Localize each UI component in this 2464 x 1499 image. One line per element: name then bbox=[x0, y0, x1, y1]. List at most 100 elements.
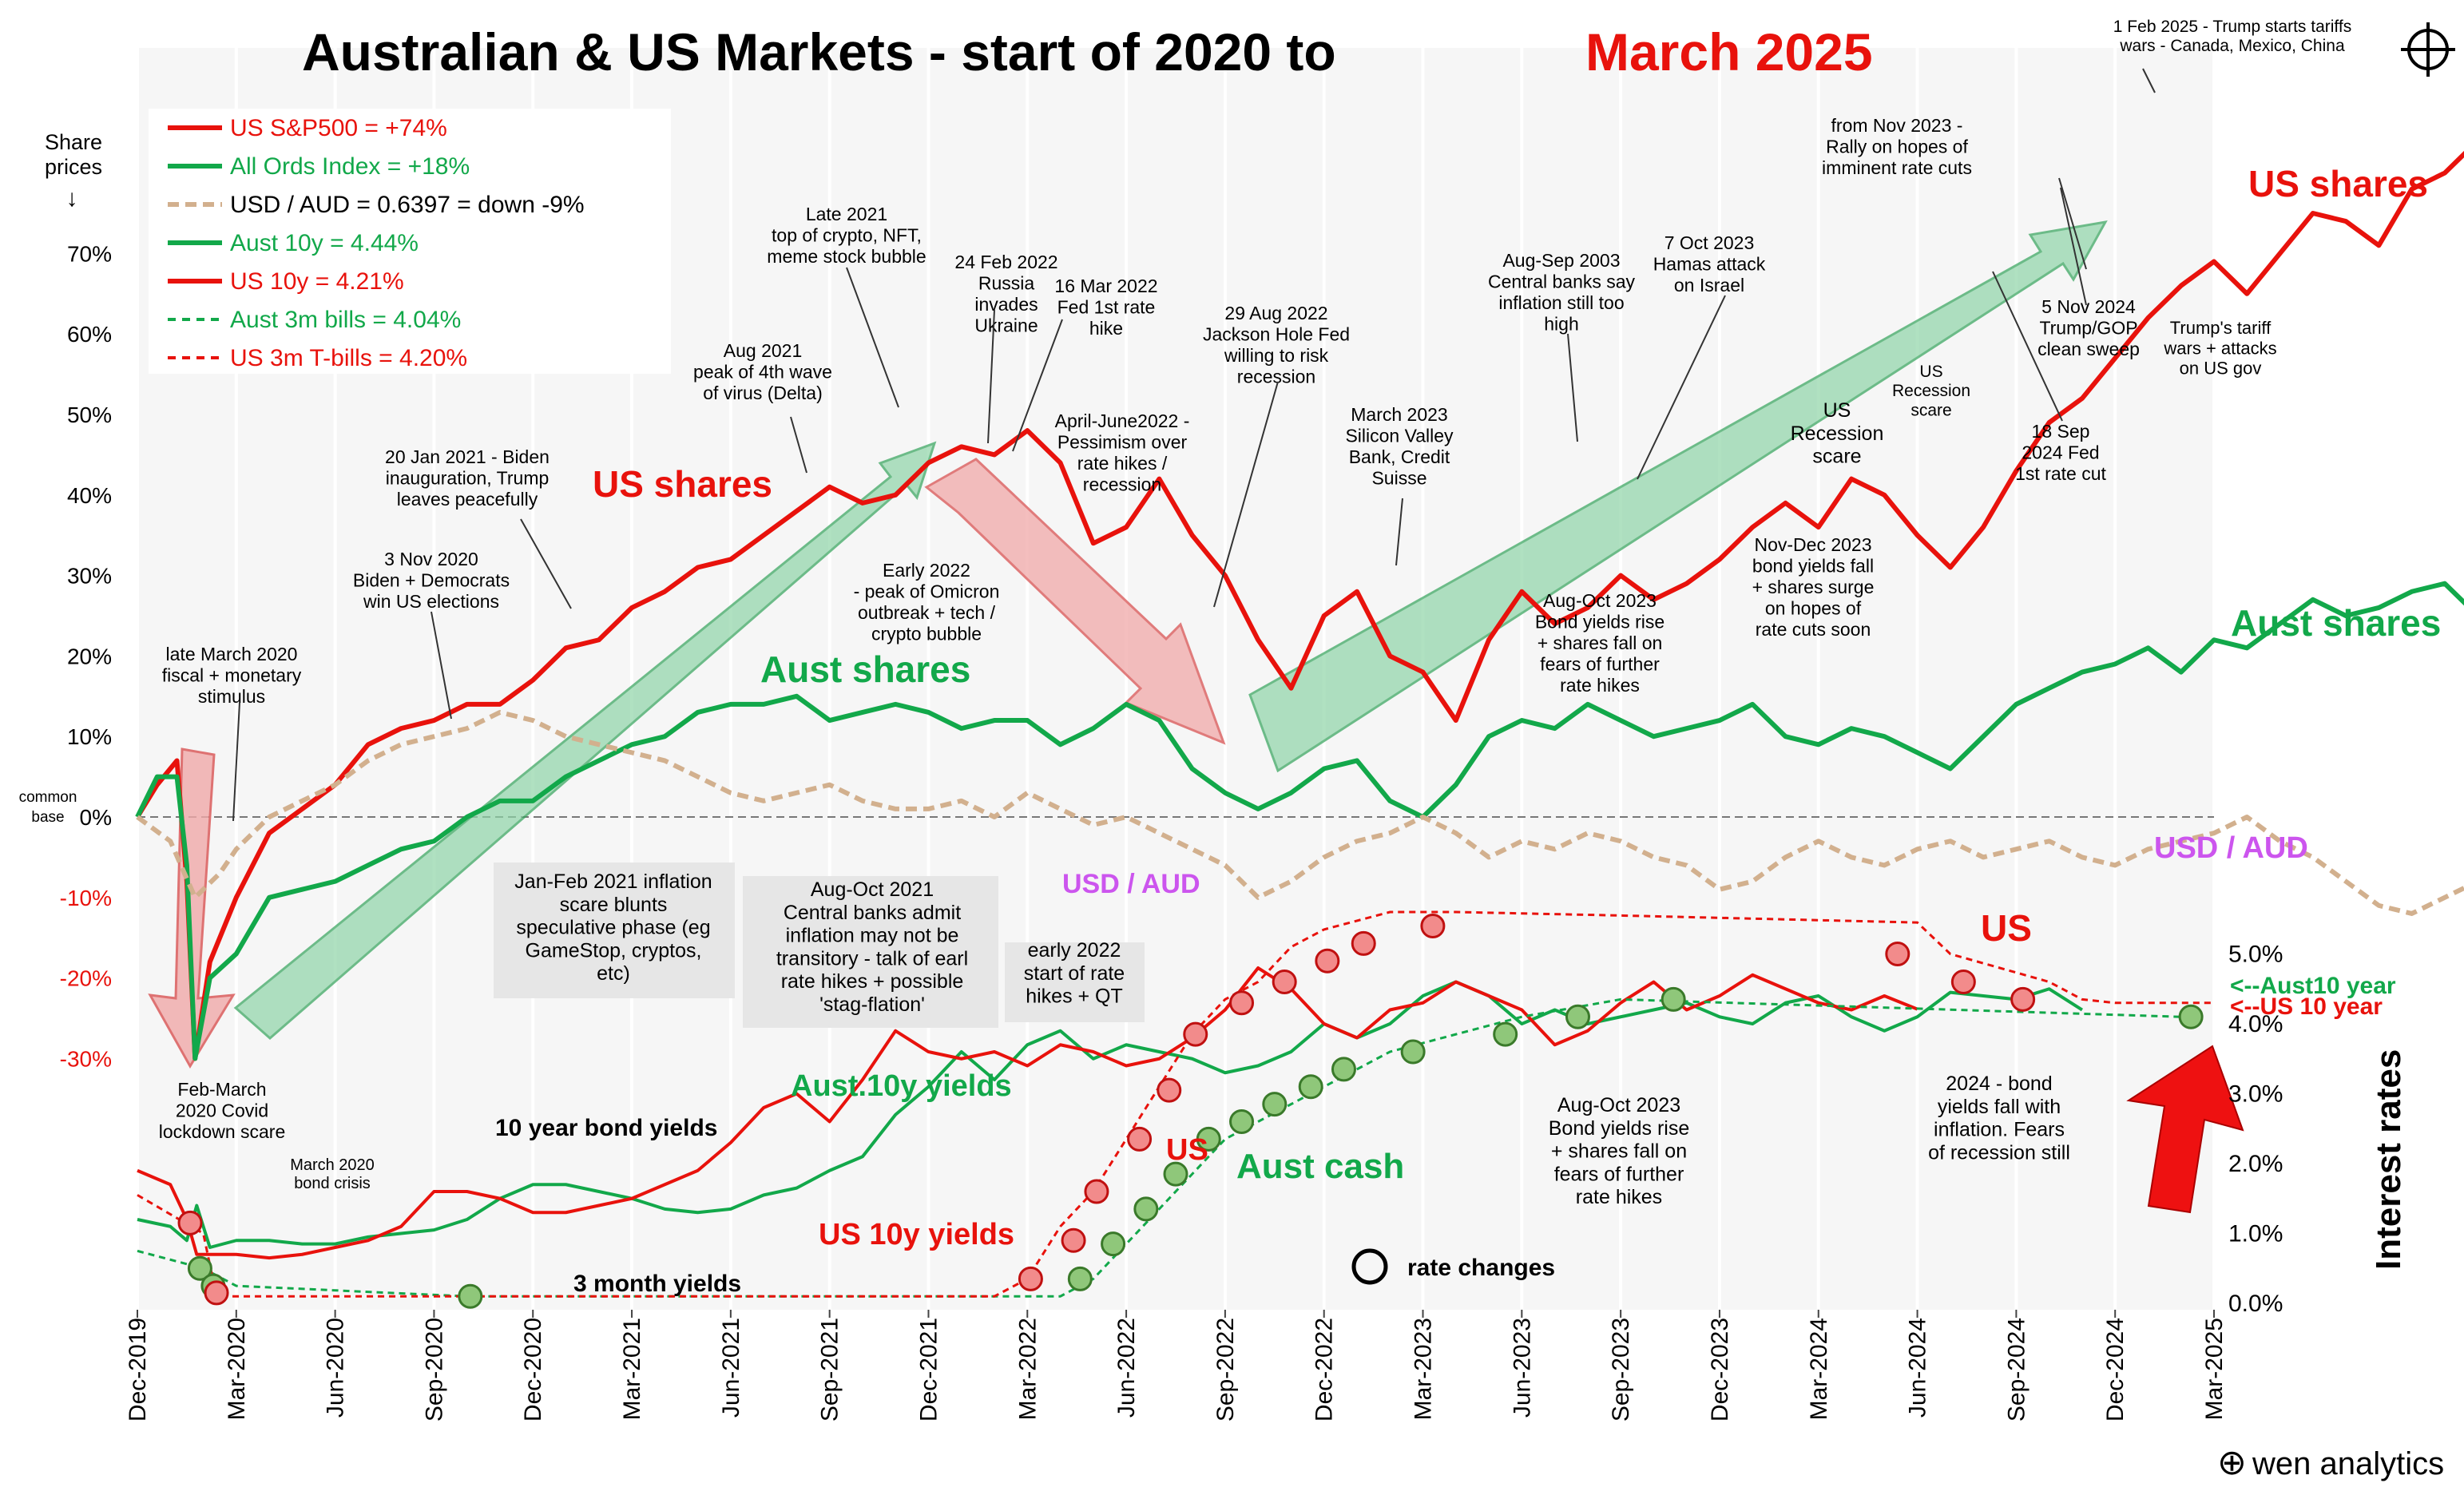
trend-arrow-2020-2021 bbox=[233, 441, 937, 1040]
label-aust-10y-yields: Aust.10y yields bbox=[791, 1069, 1012, 1103]
annotation: March 2023 Silicon Valley Bank, Credit Suis… bbox=[1345, 404, 1454, 488]
aust-rate-change-marker bbox=[1331, 1057, 1356, 1082]
x-tick-label: Mar-2022 bbox=[1014, 1318, 1041, 1420]
right-axis-label: Interest rates bbox=[2369, 1049, 2408, 1270]
annotation: 29 Aug 2022 Jackson Hole Fed willing to ri… bbox=[1203, 303, 1350, 387]
left-tick-label: 30% bbox=[67, 564, 112, 589]
legend-entry: Aust 3m bills = 4.04% bbox=[230, 307, 461, 333]
owen-logo-icon: ⊕ bbox=[2217, 1443, 2247, 1482]
x-tick-label: Dec-2020 bbox=[520, 1318, 546, 1422]
annotation: 3 Nov 2020 Biden + Democrats win US electi… bbox=[353, 549, 510, 612]
x-tick-label: Sep-2020 bbox=[421, 1318, 447, 1422]
left-tick-label: 60% bbox=[67, 322, 112, 347]
series-line-0 bbox=[135, 150, 2464, 1061]
legend-entry: US S&P500 = +74% bbox=[230, 115, 447, 141]
chart-title-part2: March 2025 bbox=[1585, 22, 1873, 81]
left-axis-label-line1: Share bbox=[45, 130, 102, 154]
label-usd-aud-2: USD / AUD bbox=[2154, 831, 2308, 865]
label-rate-changes: rate changes bbox=[1407, 1255, 1555, 1281]
us-rate-change-marker bbox=[1229, 990, 1255, 1016]
legend-entry: US 3m T-bills = 4.20% bbox=[230, 345, 467, 371]
series-line-2 bbox=[136, 709, 2464, 916]
series-line-4 bbox=[137, 966, 1918, 1260]
annotation: 2024 - bond yields fall with inflation. Fe… bbox=[1928, 1073, 2070, 1164]
label-usd-aud-1: USD / AUD bbox=[1062, 869, 1200, 899]
label-us-cash-2: US bbox=[1981, 907, 2032, 949]
us-rate-change-marker bbox=[1272, 970, 1297, 994]
label-aust-10-year: <--Aust10 year bbox=[2230, 973, 2396, 999]
aust-rate-change-marker bbox=[1196, 1126, 1221, 1152]
left-tick-label: 0% bbox=[80, 805, 112, 830]
trend-arrow-2022 bbox=[924, 458, 1226, 745]
us-rate-change-marker bbox=[177, 1210, 203, 1235]
right-tick-label: 1.0% bbox=[2228, 1221, 2283, 1247]
annotation: early 2022 start of rate hikes + QT bbox=[1024, 939, 1125, 1008]
series-line-1 bbox=[135, 581, 2464, 1061]
label-us-10y-yields: US 10y yields bbox=[819, 1218, 1014, 1251]
x-tick-label: Jun-2024 bbox=[1905, 1318, 1931, 1418]
rate-arrow bbox=[2126, 1045, 2244, 1214]
crosshair-logo-icon bbox=[2401, 22, 2455, 77]
annotation: Trump's tariff wars + attacks on US gov bbox=[2163, 318, 2276, 379]
us-rate-change-marker bbox=[1018, 1266, 1043, 1291]
x-tick-label: Jun-2020 bbox=[323, 1318, 349, 1418]
left-tick-label: -20% bbox=[60, 966, 112, 991]
aust-rate-change-marker bbox=[1163, 1161, 1188, 1187]
x-tick-label: Mar-2020 bbox=[224, 1318, 250, 1420]
legend-entry: USD / AUD = 0.6397 = down -9% bbox=[230, 192, 585, 218]
us-rate-change-marker bbox=[1183, 1021, 1208, 1047]
us-rate-change-marker bbox=[204, 1280, 229, 1306]
label-aust-shares-2: Aust shares bbox=[2231, 602, 2441, 644]
legend-entry: All Ords Index = +18% bbox=[230, 153, 470, 180]
left-tick-label: 20% bbox=[67, 644, 112, 668]
annotation: Early 2022- peak of Omicron outbreak + te… bbox=[854, 560, 1000, 644]
annotation: US Recession scare bbox=[1791, 399, 1884, 468]
aust-rate-change-marker bbox=[1493, 1021, 1518, 1047]
x-tick-label: Mar-2021 bbox=[619, 1318, 645, 1420]
trend-arrow-2022-2024 bbox=[1248, 220, 2108, 773]
left-tick-label: 70% bbox=[67, 241, 112, 266]
us-rate-change-marker bbox=[1127, 1126, 1153, 1152]
us-rate-change-marker bbox=[1351, 930, 1376, 956]
x-tick-label: Mar-2023 bbox=[1411, 1318, 1437, 1420]
annotation: Jan-Feb 2021 inflation scare blunts specul… bbox=[514, 870, 712, 985]
aust-rate-change-marker bbox=[1298, 1074, 1323, 1100]
right-tick-label: 4.0% bbox=[2228, 1011, 2283, 1037]
label-us-10-year: <--US 10 year bbox=[2230, 993, 2383, 1020]
series-line-3 bbox=[137, 980, 2083, 1249]
left-tick-label: 50% bbox=[67, 403, 112, 427]
annotation: Aug-Oct 2021 Central banks admit inflation… bbox=[776, 878, 968, 1016]
right-tick-label: 3.0% bbox=[2228, 1081, 2283, 1108]
x-tick-label: Dec-2019 bbox=[125, 1318, 151, 1422]
label-aust-shares-1: Aust shares bbox=[760, 648, 970, 690]
annotation: 24 Feb 2022 Russia invades Ukraine bbox=[954, 252, 1057, 335]
us-rate-change-marker bbox=[1315, 948, 1340, 974]
annotation: 18 Sep 2024 Fed 1st rate cut bbox=[2015, 421, 2106, 484]
x-tick-label: Jun-2022 bbox=[1113, 1318, 1140, 1418]
annotation: April-June2022 -Pessimism over rate hikes… bbox=[1055, 410, 1190, 494]
us-rate-change-marker bbox=[1061, 1227, 1086, 1253]
annotation: Feb-March 2020 Covid lockdown scare bbox=[159, 1079, 286, 1142]
aust-rate-change-marker bbox=[458, 1283, 483, 1309]
trend-arrow-2020 bbox=[148, 748, 236, 1069]
us-rate-change-marker bbox=[1950, 970, 1976, 994]
annotation: Aug-Oct 2023 Bond yields rise + shares fal… bbox=[1549, 1094, 1689, 1208]
label-10-year-bond-yields: 10 year bond yields bbox=[495, 1115, 717, 1141]
annotation: Aug-Oct 2023 Bond yields rise + shares fal… bbox=[1535, 590, 1664, 696]
annotation: Nov-Dec 2023 bond yields fall + shares sur… bbox=[1752, 534, 1875, 640]
label-us-shares-2: US shares bbox=[2248, 163, 2428, 204]
aust-rate-change-marker bbox=[1262, 1092, 1288, 1117]
x-tick-label: Dec-2023 bbox=[1707, 1318, 1733, 1422]
right-tick-label: 5.0% bbox=[2228, 942, 2283, 968]
brand-name: wen analytics bbox=[2252, 1446, 2444, 1481]
x-tick-label: Dec-2021 bbox=[915, 1318, 942, 1422]
left-tick-label: -30% bbox=[60, 1046, 112, 1071]
left-tick-label: -10% bbox=[60, 886, 112, 910]
aust-rate-change-marker bbox=[1101, 1231, 1126, 1257]
us-3m-line bbox=[137, 910, 2214, 1298]
left-tick-label: 10% bbox=[67, 724, 112, 749]
aust-rate-change-marker bbox=[1661, 986, 1686, 1012]
legend: US S&P500 = +74% All Ords Index = +18% USD… bbox=[168, 115, 585, 371]
left-axis-label-line2: prices bbox=[45, 155, 102, 179]
right-tick-label: 0.0% bbox=[2228, 1291, 2283, 1317]
